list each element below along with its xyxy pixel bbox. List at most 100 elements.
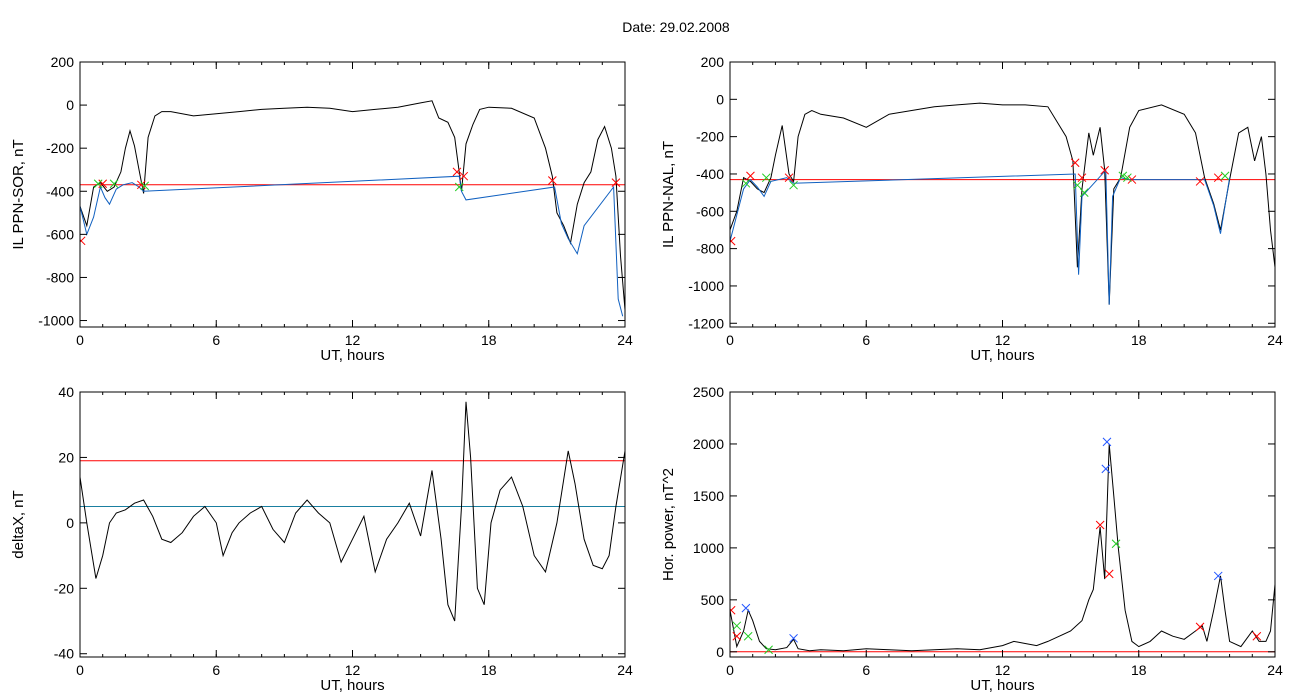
green-marker (1220, 171, 1230, 181)
y-tick-label: 1500 (693, 488, 724, 504)
plot-area-nal (730, 102, 1275, 305)
green-marker (454, 182, 464, 192)
plot-frame (79, 61, 626, 328)
x-tick-label: 24 (617, 332, 633, 348)
y-tick-label: 0 (716, 644, 724, 660)
chart-panel-deltax: 0 6 12 18 24 -40 -20 0 20 40 UT, hours deltaX, nT (10, 384, 633, 694)
series-line-0 (80, 100, 625, 310)
green-marker (1079, 188, 1089, 197)
x-tick-label: 12 (345, 332, 361, 348)
green-marker (743, 631, 753, 641)
green-marker (741, 178, 751, 188)
x-tick-label: 18 (1131, 662, 1147, 678)
red-marker (98, 179, 108, 189)
x-tick-label: 6 (212, 332, 220, 348)
red-marker (1100, 165, 1110, 175)
green-marker (1123, 173, 1132, 183)
red-marker (1077, 173, 1087, 183)
y-tick-label: -1000 (688, 278, 724, 294)
green-marker (1111, 539, 1121, 549)
x-axis-label: UT, hours (320, 347, 384, 364)
x-tick-label: 0 (726, 332, 734, 348)
red-marker (1195, 622, 1205, 632)
x-tick-label: 6 (862, 662, 870, 678)
green-marker (1073, 180, 1082, 190)
red-marker (459, 171, 469, 181)
y-tick-label: 200 (701, 54, 725, 70)
red-marker (1095, 520, 1105, 530)
y-tick-label: 20 (58, 449, 74, 465)
y-tick-label: -1200 (688, 315, 724, 331)
plot-area-sor (80, 100, 625, 317)
x-tick-label: 12 (995, 332, 1011, 348)
red-marker (1104, 569, 1114, 579)
y-axis-label: IL PPN-NAL, nT (660, 141, 677, 248)
x-tick-label: 0 (76, 662, 84, 678)
chart-panel-nal: 0 6 12 18 24 -1200 -1000 -800 -600 -400 -200 0 200 UT… (660, 54, 1283, 364)
blue-marker (1101, 464, 1111, 474)
y-tick-label: 0 (66, 515, 74, 531)
x-tick-label: 6 (212, 662, 220, 678)
x-tick-label: 12 (345, 662, 361, 678)
x-axis-label: UT, hours (970, 347, 1034, 364)
x-tick-label: 0 (76, 332, 84, 348)
y-tick-label: -200 (696, 129, 724, 145)
red-marker (732, 631, 742, 641)
y-tick-label: -400 (696, 166, 724, 182)
plot-frame (79, 391, 626, 658)
x-tick-label: 0 (726, 662, 734, 678)
green-marker (789, 180, 798, 190)
red-marker (1070, 158, 1080, 168)
x-tick-label: 18 (1131, 332, 1147, 348)
series-line-1 (730, 168, 1231, 305)
y-axis-label: Hor. power, nT^2 (660, 468, 677, 581)
x-tick-label: 24 (1267, 662, 1283, 678)
blue-marker (789, 633, 798, 643)
series-line-0 (730, 443, 1275, 652)
plot-frame (729, 61, 1276, 328)
red-marker (746, 171, 755, 181)
x-axis-label: UT, hours (320, 677, 384, 694)
red-marker (784, 173, 794, 183)
chart-panel-power: 0 6 12 18 24 0 500 1000 1500 2000 2500 UT, hours Hor… (660, 384, 1283, 694)
red-marker (136, 180, 146, 190)
plot-area-power (730, 437, 1275, 655)
x-tick-label: 24 (1267, 332, 1283, 348)
y-tick-label: -400 (46, 183, 74, 199)
y-tick-label: 1000 (693, 540, 724, 556)
y-tick-label: -600 (696, 203, 724, 219)
red-marker (730, 605, 736, 615)
x-tick-label: 12 (995, 662, 1011, 678)
blue-marker (741, 603, 751, 613)
green-marker (140, 181, 150, 191)
x-axis-label: UT, hours (970, 677, 1034, 694)
series-line-0 (80, 401, 625, 622)
green-marker (761, 173, 771, 183)
y-tick-label: 0 (66, 97, 74, 113)
red-marker (452, 167, 462, 177)
x-tick-label: 18 (481, 662, 497, 678)
y-tick-label: -600 (46, 226, 74, 242)
y-tick-label: 2000 (693, 436, 724, 452)
green-marker (109, 179, 119, 189)
red-marker (611, 178, 621, 188)
y-tick-label: 500 (701, 592, 725, 608)
plot-area-deltax (80, 401, 625, 622)
page-title: Date: 29.02.2008 (622, 19, 730, 35)
y-tick-label: -800 (46, 269, 74, 285)
y-tick-label: 2500 (693, 384, 724, 400)
green-marker (93, 179, 103, 189)
series-line-1 (80, 175, 624, 317)
y-tick-label: -40 (54, 646, 74, 662)
red-marker (730, 236, 736, 246)
red-marker (1127, 175, 1137, 184)
series-line-0 (730, 102, 1275, 305)
red-marker (1195, 177, 1205, 186)
red-marker (1213, 173, 1223, 183)
x-tick-label: 6 (862, 332, 870, 348)
blue-marker (1213, 571, 1223, 581)
y-tick-label: -800 (696, 241, 724, 257)
y-tick-label: 200 (51, 54, 75, 70)
